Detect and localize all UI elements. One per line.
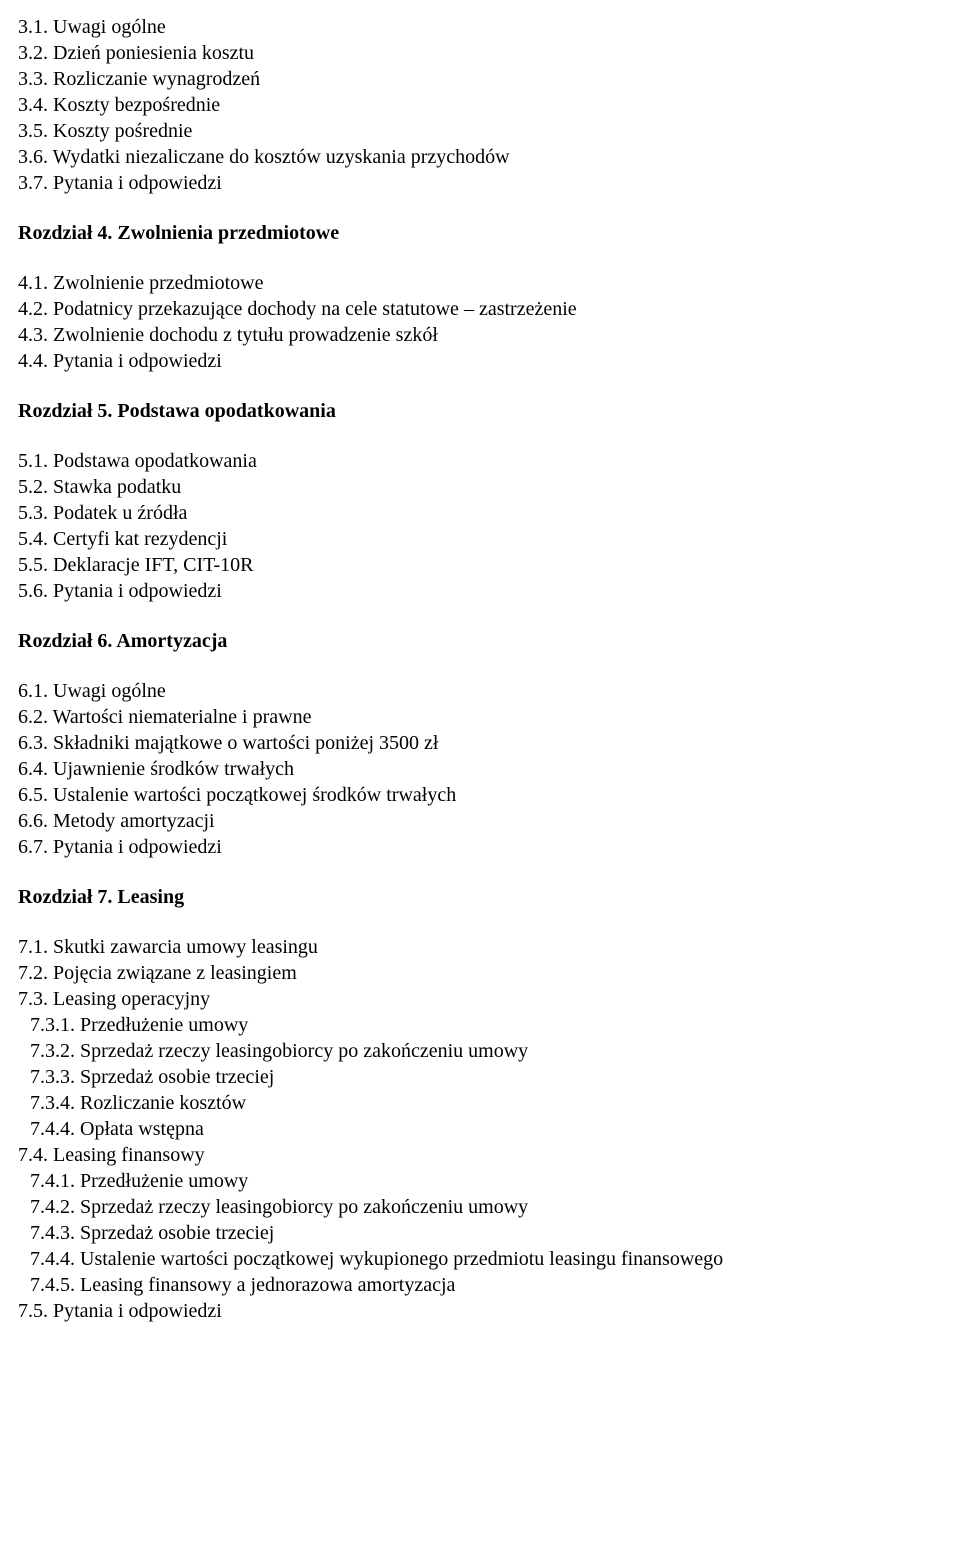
toc-item: 5.6. Pytania i odpowiedzi — [18, 578, 960, 604]
toc-item: 4.4. Pytania i odpowiedzi — [18, 348, 960, 374]
toc-item: 3.6. Wydatki niezaliczane do kosztów uzy… — [18, 144, 960, 170]
toc-item: 3.3. Rozliczanie wynagrodzeń — [18, 66, 960, 92]
toc-subitem: 7.4.4. Ustalenie wartości początkowej wy… — [18, 1246, 960, 1272]
toc-item: 4.2. Podatnicy przekazujące dochody na c… — [18, 296, 960, 322]
toc-heading-7: Rozdział 7. Leasing — [18, 884, 960, 910]
toc-subitem: 7.3.3. Sprzedaż osobie trzeciej — [18, 1064, 960, 1090]
toc-item: 3.4. Koszty bezpośrednie — [18, 92, 960, 118]
toc-item: 6.6. Metody amortyzacji — [18, 808, 960, 834]
toc-heading-4: Rozdział 4. Zwolnienia przedmiotowe — [18, 220, 960, 246]
toc-subitem: 7.4.4. Opłata wstępna — [18, 1116, 960, 1142]
toc-subitem: 7.3.4. Rozliczanie kosztów — [18, 1090, 960, 1116]
toc-item: 7.4. Leasing finansowy — [18, 1142, 960, 1168]
toc-item: 5.3. Podatek u źródła — [18, 500, 960, 526]
toc-item: 5.2. Stawka podatku — [18, 474, 960, 500]
toc-item: 5.5. Deklaracje IFT, CIT-10R — [18, 552, 960, 578]
toc-item: 3.1. Uwagi ogólne — [18, 14, 960, 40]
toc-item: 3.5. Koszty pośrednie — [18, 118, 960, 144]
toc-section-7: 7.1. Skutki zawarcia umowy leasingu 7.2.… — [18, 934, 960, 1324]
toc-heading-6: Rozdział 6. Amortyzacja — [18, 628, 960, 654]
toc-subitem: 7.4.1. Przedłużenie umowy — [18, 1168, 960, 1194]
toc-item: 5.1. Podstawa opodatkowania — [18, 448, 960, 474]
toc-item: 7.3. Leasing operacyjny — [18, 986, 960, 1012]
toc-item: 4.3. Zwolnienie dochodu z tytułu prowadz… — [18, 322, 960, 348]
toc-section-6: 6.1. Uwagi ogólne 6.2. Wartości niemater… — [18, 678, 960, 860]
toc-item: 3.7. Pytania i odpowiedzi — [18, 170, 960, 196]
toc-section-3: 3.1. Uwagi ogólne 3.2. Dzień poniesienia… — [18, 14, 960, 196]
toc-item: 6.7. Pytania i odpowiedzi — [18, 834, 960, 860]
toc-section-4: 4.1. Zwolnienie przedmiotowe 4.2. Podatn… — [18, 270, 960, 374]
toc-subitem: 7.3.2. Sprzedaż rzeczy leasingobiorcy po… — [18, 1038, 960, 1064]
toc-subitem: 7.4.3. Sprzedaż osobie trzeciej — [18, 1220, 960, 1246]
toc-item: 7.2. Pojęcia związane z leasingiem — [18, 960, 960, 986]
toc-item: 6.2. Wartości niematerialne i prawne — [18, 704, 960, 730]
toc-item: 7.1. Skutki zawarcia umowy leasingu — [18, 934, 960, 960]
toc-subitem: 7.4.5. Leasing finansowy a jednorazowa a… — [18, 1272, 960, 1298]
toc-item: 7.5. Pytania i odpowiedzi — [18, 1298, 960, 1324]
toc-section-5: 5.1. Podstawa opodatkowania 5.2. Stawka … — [18, 448, 960, 604]
toc-item: 6.4. Ujawnienie środków trwałych — [18, 756, 960, 782]
toc-item: 4.1. Zwolnienie przedmiotowe — [18, 270, 960, 296]
toc-item: 6.1. Uwagi ogólne — [18, 678, 960, 704]
toc-item: 6.3. Składniki majątkowe o wartości poni… — [18, 730, 960, 756]
toc-subitem: 7.4.2. Sprzedaż rzeczy leasingobiorcy po… — [18, 1194, 960, 1220]
toc-item: 6.5. Ustalenie wartości początkowej środ… — [18, 782, 960, 808]
toc-heading-5: Rozdział 5. Podstawa opodatkowania — [18, 398, 960, 424]
toc-item: 5.4. Certyfi kat rezydencji — [18, 526, 960, 552]
toc-subitem: 7.3.1. Przedłużenie umowy — [18, 1012, 960, 1038]
toc-item: 3.2. Dzień poniesienia kosztu — [18, 40, 960, 66]
